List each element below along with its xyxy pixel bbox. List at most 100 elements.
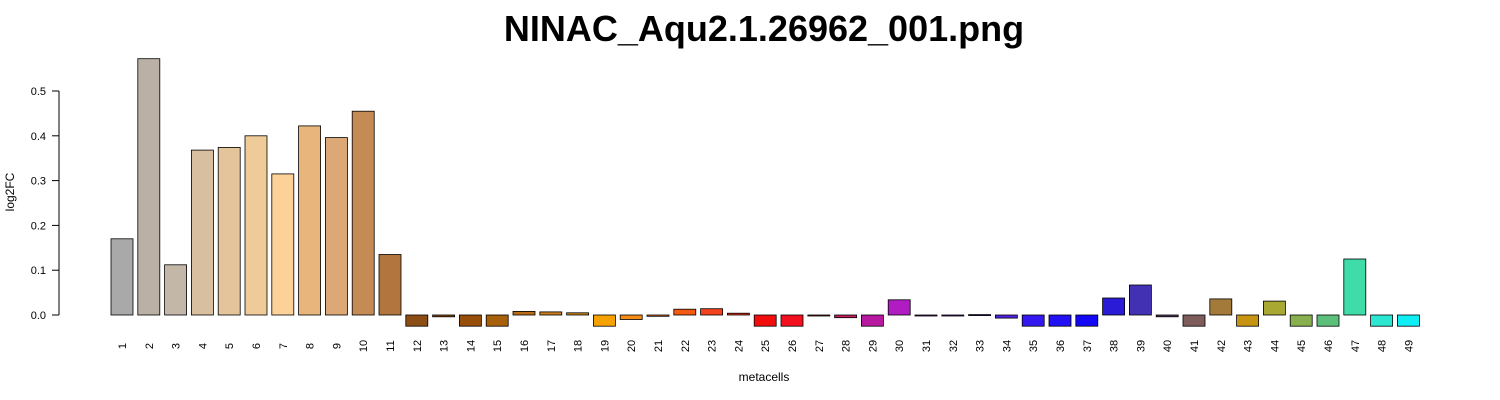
bars-layer: [110, 58, 1420, 327]
bar-4: [190, 149, 214, 316]
x-tick-label: 39: [1135, 340, 1147, 352]
x-tick-label: 7: [278, 343, 290, 349]
x-tick-label: 21: [653, 340, 665, 352]
x-tick-label: 17: [546, 340, 558, 352]
x-tick-label: 48: [1377, 340, 1389, 352]
bar-8: [298, 125, 322, 316]
bar-40: [1155, 314, 1179, 318]
x-tick-label: 29: [867, 340, 879, 352]
bar-6: [244, 135, 268, 316]
x-tick-label: 9: [331, 343, 343, 349]
bar-19: [593, 314, 616, 327]
bar-28: [834, 314, 857, 319]
bar-49: [1397, 314, 1420, 327]
bar-18: [566, 312, 589, 316]
x-tick-label: 49: [1403, 340, 1415, 352]
bar-13: [432, 314, 456, 318]
y-tick-label: 0.4: [31, 131, 46, 143]
x-tick-label: 26: [787, 340, 799, 352]
bar-45: [1289, 314, 1313, 327]
x-tick-label: 32: [948, 340, 960, 352]
bar-25: [753, 314, 777, 327]
bar-20: [619, 314, 643, 320]
bar-38: [1102, 297, 1125, 316]
bar-27: [807, 314, 831, 317]
x-tick-label: 37: [1082, 340, 1094, 352]
x-tick-label: 41: [1189, 340, 1201, 352]
y-tick-label: 0.2: [31, 220, 46, 232]
x-tick-label: 10: [358, 340, 370, 352]
x-tick-label: 23: [707, 340, 719, 352]
bar-10: [351, 110, 375, 316]
bar-12: [405, 314, 429, 327]
bar-9: [324, 137, 348, 316]
bar-29: [861, 314, 884, 327]
x-tick-label: 1: [117, 343, 129, 349]
x-tick-label: 16: [519, 340, 531, 352]
x-tick-label: 12: [412, 340, 424, 352]
bar-17: [539, 311, 563, 316]
bar-36: [1048, 314, 1072, 327]
bar-46: [1316, 314, 1340, 327]
bar-33: [968, 314, 991, 317]
y-axis-label: log2FC: [3, 172, 17, 211]
bar-44: [1263, 300, 1286, 316]
bar-26: [780, 314, 804, 327]
x-tick-label: 44: [1269, 340, 1281, 352]
x-axis-tick-labels: 1 2 3 4 5 6 7 8 9 10 11 12 13 14 15 16 17 18 19 20 21 22 23 24 2…: [117, 340, 1415, 352]
x-tick-label: 30: [894, 340, 906, 352]
x-tick-label: 19: [599, 340, 611, 352]
bar-37: [1075, 314, 1099, 327]
bar-16: [512, 310, 536, 316]
x-tick-label: 6: [251, 343, 263, 349]
bar-23: [700, 308, 723, 316]
y-tick-label: 0.3: [31, 176, 46, 188]
x-tick-label: 36: [1055, 340, 1067, 352]
bar-5: [217, 146, 241, 316]
x-tick-label: 11: [385, 340, 397, 351]
bar-15: [485, 314, 509, 327]
x-tick-label: 28: [841, 340, 853, 352]
x-tick-label: 31: [921, 340, 933, 352]
x-tick-label: 4: [197, 343, 209, 349]
x-tick-label: 45: [1296, 340, 1308, 352]
y-tick-label: 0.5: [31, 86, 46, 98]
bar-21: [646, 314, 670, 317]
y-tick-label: 0.1: [31, 265, 46, 277]
bar-22: [673, 308, 697, 316]
bar-31: [914, 314, 938, 317]
x-tick-label: 18: [573, 340, 585, 352]
bar-24: [727, 312, 750, 316]
bar-30: [887, 299, 911, 316]
x-tick-label: 22: [680, 340, 692, 352]
bar-41: [1182, 314, 1206, 327]
bar-3: [164, 264, 188, 316]
x-tick-label: 5: [224, 343, 236, 349]
bar-7: [271, 173, 295, 316]
bar-48: [1370, 314, 1393, 327]
x-tick-label: 34: [1001, 340, 1013, 352]
bar-47: [1343, 258, 1367, 316]
y-tick-label: 0.0: [31, 310, 46, 322]
x-tick-label: 47: [1350, 340, 1362, 352]
bar-1: [110, 238, 134, 316]
bar-34: [995, 314, 1018, 319]
x-tick-label: 43: [1243, 340, 1255, 352]
x-tick-label: 25: [760, 340, 772, 352]
bar-2: [137, 58, 161, 316]
x-tick-label: 35: [1028, 340, 1040, 352]
x-tick-label: 14: [465, 340, 477, 352]
x-tick-label: 15: [492, 340, 504, 352]
x-tick-label: 2: [144, 343, 156, 349]
y-axis: 0.0 0.1 0.2 0.3 0.4 0.5: [31, 86, 60, 322]
x-tick-label: 24: [733, 340, 745, 352]
x-tick-label: 40: [1162, 340, 1174, 352]
x-tick-label: 13: [439, 340, 451, 352]
x-tick-label: 20: [626, 340, 638, 352]
x-tick-label: 27: [814, 340, 826, 352]
bar-11: [378, 254, 402, 316]
bar-14: [458, 314, 482, 327]
chart-title: NINAC_Aqu2.1.26962_001.png: [503, 8, 1025, 49]
bar-43: [1236, 314, 1259, 327]
